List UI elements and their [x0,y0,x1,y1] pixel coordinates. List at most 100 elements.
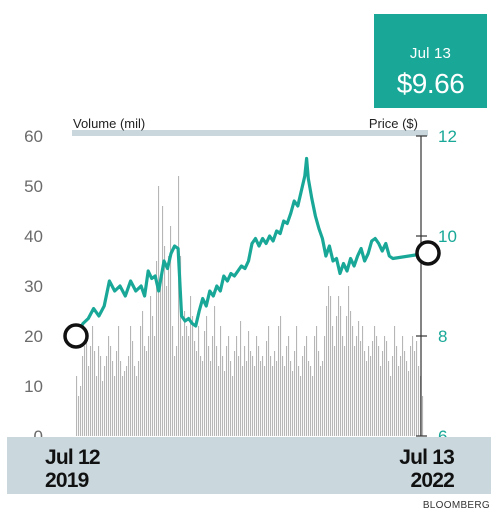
volume-bar [380,366,382,436]
volume-bar [418,366,420,436]
volume-bar [182,336,184,436]
volume-bar [274,351,276,436]
volume-bar [242,366,244,436]
volume-bar [408,371,410,436]
volume-bar [382,351,384,436]
volume-bar [318,351,320,436]
volume-bar [168,256,170,436]
volume-bar [348,286,350,436]
volume-bar [78,396,80,436]
volume-bar [324,336,326,436]
volume-bar [122,376,124,436]
volume-bar [240,321,242,436]
callout-price: $9.66 [396,68,465,99]
volume-bar [76,376,78,436]
footer-band [7,437,491,494]
volume-bar [328,286,330,436]
volume-bars [76,176,424,436]
volume-bar [222,356,224,436]
volume-bar [94,351,96,436]
volume-bar [250,351,252,436]
volume-bar [352,326,354,436]
volume-bar [362,326,364,436]
volume-bar [186,326,188,436]
volume-bar [378,346,380,436]
volume-bar [368,346,370,436]
volume-bar [400,356,402,436]
volume-bar [294,351,296,436]
volume-bar [162,206,164,436]
volume-tick-label: 30 [24,277,43,296]
volume-bar [98,346,100,436]
volume-bar [354,346,356,436]
volume-bar [180,256,182,436]
volume-bar [308,361,310,436]
volume-bar [366,361,368,436]
volume-bar [312,376,314,436]
volume-bar [196,351,198,436]
volume-bar [170,226,172,436]
volume-bar [338,296,340,436]
volume-bar [310,366,312,436]
volume-bar [100,356,102,436]
volume-bar [282,356,284,436]
volume-bar [216,346,218,436]
volume-bar [386,341,388,436]
volume-bar [422,396,424,436]
volume-bar [340,306,342,436]
volume-bar [264,366,266,436]
volume-bar [334,346,336,436]
volume-bar [260,361,262,436]
volume-bar [364,351,366,436]
volume-bar [102,381,104,436]
volume-bar [160,276,162,436]
volume-tick-label: 60 [24,127,43,146]
volume-bar [150,296,152,436]
volume-bar [132,341,134,436]
volume-bar [156,261,158,436]
volume-bar [404,351,406,436]
volume-bar [210,361,212,436]
price-tick-label: 10 [438,227,457,246]
source-credit: BLOOMBERG [422,500,490,511]
volume-bar [218,366,220,436]
volume-bar [116,351,118,436]
volume-bar [194,341,196,436]
price-tick-label: 8 [438,327,447,346]
volume-bar [188,336,190,436]
end-year-label: 2022 [410,469,454,492]
volume-bar [174,356,176,436]
volume-bar [392,356,394,436]
end-price-marker [415,240,441,266]
volume-bar [288,336,290,436]
volume-bar [124,371,126,436]
volume-bar [130,326,132,436]
volume-bar [372,341,374,436]
volume-bar [336,316,338,436]
start-date-label: Jul 12 [45,446,100,469]
volume-bar [284,366,286,436]
price-line [74,156,430,338]
volume-bar [358,321,360,436]
volume-bar [390,376,392,436]
volume-bar [106,356,108,436]
volume-bar [142,311,144,436]
volume-bar [394,326,396,436]
volume-bar [316,326,318,436]
volume-bar [398,366,400,436]
volume-bar [342,336,344,436]
volume-bar [88,366,90,436]
volume-bar [204,331,206,436]
volume-bar [236,336,238,436]
volume-bar [220,326,222,436]
callout-date: Jul 13 [409,45,452,62]
volume-bar [224,371,226,436]
start-year-label: 2019 [45,469,89,492]
volume-bar [306,336,308,436]
volume-bar [384,336,386,436]
volume-bar [80,386,82,436]
volume-bar [178,176,180,436]
volume-bar [332,326,334,436]
volume-bar [164,246,166,436]
volume-bar [136,376,138,436]
